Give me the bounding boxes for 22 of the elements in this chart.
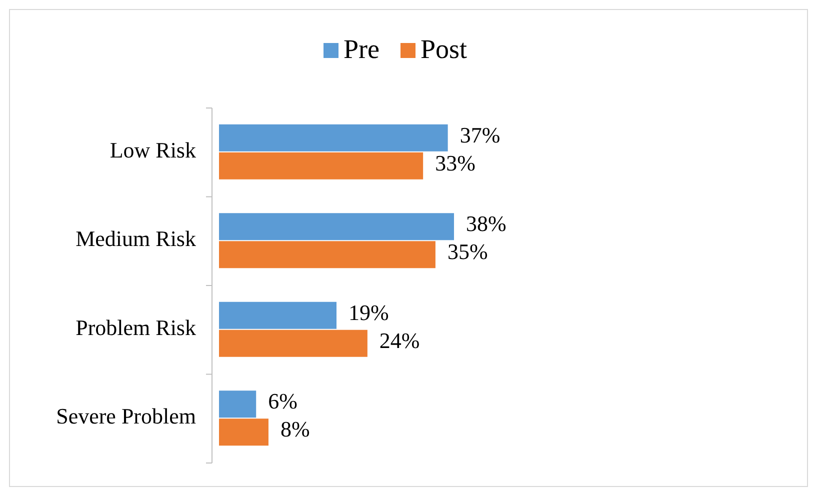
y-tick-label: Severe Problem (56, 404, 196, 429)
bar (219, 241, 436, 268)
y-tick-label: Low Risk (110, 137, 196, 162)
data-label: 35% (447, 239, 488, 264)
data-label: 19% (348, 300, 389, 325)
bar (219, 302, 336, 329)
bar (219, 390, 256, 418)
data-label: 37% (460, 122, 500, 148)
y-tick-label: Medium Risk (76, 226, 196, 252)
bar (219, 330, 368, 357)
bar (219, 124, 448, 152)
y-tick-label: Problem Risk (76, 314, 196, 340)
legend-label: Pre (344, 34, 380, 64)
legend-label: Post (420, 34, 468, 64)
data-label: 38% (466, 211, 506, 236)
data-label: 8% (280, 416, 310, 442)
data-label: 33% (435, 150, 476, 176)
data-label: 6% (268, 388, 298, 414)
data-label: 24% (379, 328, 420, 353)
bar (219, 213, 454, 240)
bar (219, 152, 424, 180)
bar (219, 418, 268, 446)
